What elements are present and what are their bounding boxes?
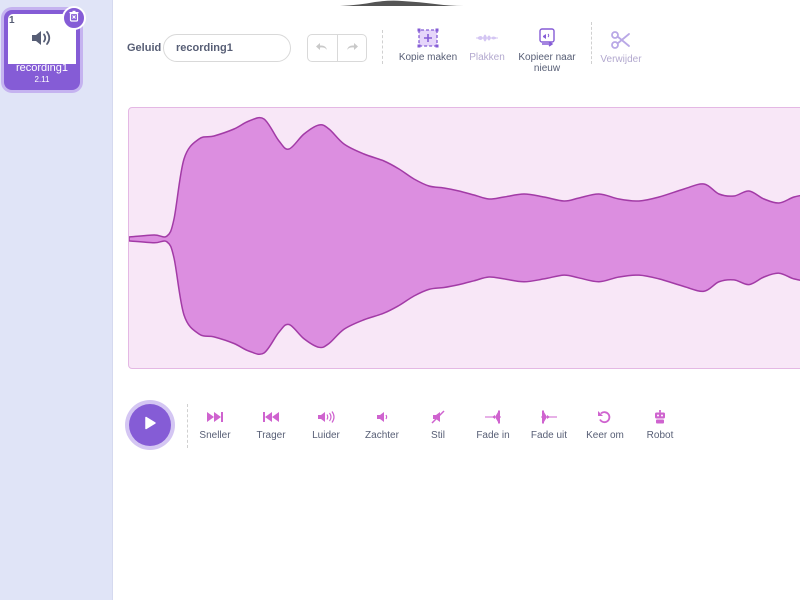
scissors-icon [596, 30, 646, 50]
effect-mute-label: Stil [431, 430, 445, 441]
delete-button[interactable]: Verwijder [596, 30, 646, 65]
speaker-icon [30, 28, 54, 53]
effect-softer-button[interactable]: Zachter [352, 410, 412, 441]
redo-button[interactable] [338, 35, 367, 61]
delete-label: Verwijder [600, 54, 642, 65]
paste-button[interactable]: Plakken [462, 28, 512, 63]
copy-icon [396, 28, 460, 48]
fade-out-icon [519, 410, 579, 424]
effect-louder-button[interactable]: Luider [296, 410, 356, 441]
play-icon [143, 416, 157, 435]
undo-button[interactable] [308, 35, 338, 61]
copy-to-new-label: Kopieer naar nieuw [518, 52, 576, 74]
effect-faster-button[interactable]: Sneller [185, 410, 245, 441]
effect-reverse-label: Keer om [586, 430, 624, 441]
sound-list-sidebar: 1 recording1 2.11 [0, 0, 113, 600]
delete-sound-button[interactable] [62, 6, 86, 30]
slower-icon [241, 410, 301, 424]
sound-tile-duration: 2.11 [34, 75, 50, 84]
effect-faster-label: Sneller [199, 430, 231, 441]
waveform [129, 116, 800, 356]
effect-reverse-button[interactable]: Keer om [575, 410, 635, 441]
toolbar-separator [382, 30, 383, 64]
effect-fade-out-label: Fade uit [530, 430, 568, 441]
copy-button[interactable]: Kopie maken [396, 28, 460, 63]
paste-icon [462, 28, 512, 48]
effect-slower-button[interactable]: Trager [241, 410, 301, 441]
softer-icon [352, 410, 412, 424]
effect-louder-label: Luider [312, 430, 340, 441]
mute-icon [408, 410, 468, 424]
waveform-shape [129, 116, 800, 356]
copy-label: Kopie maken [398, 52, 458, 63]
louder-icon [296, 410, 356, 424]
waveform-editor[interactable] [128, 107, 800, 369]
effect-softer-label: Zachter [365, 430, 399, 441]
toolbar-separator [591, 22, 592, 64]
effect-fade-in-label: Fade in [476, 430, 510, 441]
fade-in-icon [463, 410, 523, 424]
effect-mute-button[interactable]: Stil [408, 410, 468, 441]
play-button[interactable] [129, 404, 171, 446]
stage-edge-mark [340, 0, 464, 7]
sound-name-label: Geluid [127, 42, 162, 54]
robot-icon [630, 410, 690, 424]
reverse-icon [575, 410, 635, 424]
effect-slower-label: Trager [256, 430, 286, 441]
copy-to-new-icon [512, 28, 582, 48]
trash-icon [68, 9, 80, 27]
sound-tile-name: recording1 [16, 62, 68, 74]
effect-robot-button[interactable]: Robot [630, 410, 690, 441]
undo-icon [315, 39, 329, 57]
sound-tile-index: 1 [9, 15, 15, 26]
paste-label: Plakken [469, 52, 505, 63]
effect-fade-in-button[interactable]: Fade in [463, 410, 523, 441]
undo-redo-group [307, 34, 367, 62]
effect-fade-out-button[interactable]: Fade uit [519, 410, 579, 441]
sound-name-input[interactable] [163, 34, 291, 62]
effects-separator [187, 404, 188, 448]
effect-robot-label: Robot [646, 430, 674, 441]
faster-icon [185, 410, 245, 424]
copy-to-new-button[interactable]: Kopieer naar nieuw [512, 28, 582, 74]
redo-icon [345, 39, 359, 57]
